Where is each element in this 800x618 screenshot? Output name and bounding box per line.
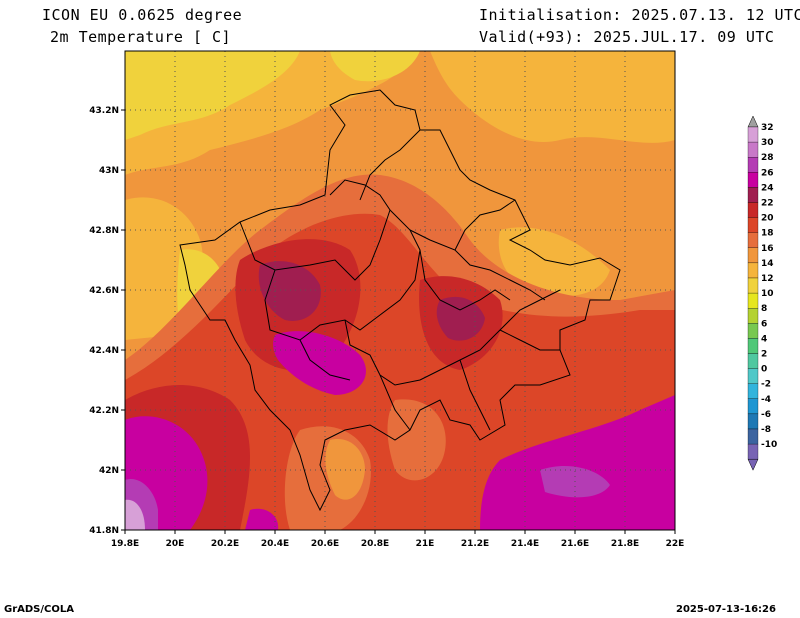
x-tick-label: 20.2E	[211, 539, 239, 549]
colorbar-swatch	[747, 126, 759, 143]
x-tick-label: 21.4E	[511, 539, 539, 549]
colorbar-label: 0	[761, 365, 767, 375]
colorbar-label: 10	[761, 289, 774, 299]
colorbar-swatch	[747, 141, 759, 158]
colorbar-swatch	[747, 172, 759, 188]
y-tick-label: 43N	[99, 166, 119, 176]
colorbar-label: 22	[761, 199, 774, 209]
initialisation-time: Initialisation: 2025.07.13. 12 UTC	[479, 6, 800, 24]
y-tick-label: 42.8N	[89, 226, 119, 236]
x-tick-label: 20.6E	[311, 539, 339, 549]
software-credit: GrADS/COLA	[4, 604, 74, 615]
colorbar-swatch	[747, 292, 759, 309]
colorbar-swatch	[747, 247, 759, 264]
colorbar-label: 12	[761, 274, 774, 284]
x-tick-label: 21.8E	[611, 539, 639, 549]
colorbar-label: 4	[761, 334, 767, 344]
x-tick-label: 19.8E	[111, 539, 139, 549]
colorbar-label: -6	[761, 410, 771, 420]
colorbar-swatch	[747, 383, 759, 399]
colorbar-swatch	[747, 308, 759, 324]
colorbar-swatch	[747, 232, 759, 248]
colorbar-label: -4	[761, 395, 771, 405]
x-tick-label: 21.2E	[461, 539, 489, 549]
map-title: ICON EU 0.0625 degree	[42, 6, 243, 24]
colorbar-swatch	[747, 262, 759, 279]
y-tick-label: 43.2N	[89, 106, 119, 116]
colorbar-label: 18	[761, 229, 774, 239]
colorbar-swatch	[747, 428, 759, 445]
colorbar-swatch	[747, 338, 759, 354]
colorbar-swatch	[747, 157, 759, 173]
colorbar-label: -10	[761, 440, 777, 450]
colorbar-swatch	[747, 413, 759, 430]
colorbar-label: 20	[761, 214, 774, 224]
colorbar-swatch	[747, 398, 759, 415]
colorbar-label: 6	[761, 319, 767, 329]
colorbar-swatch	[747, 443, 759, 460]
x-tick-label: 20.4E	[261, 539, 289, 549]
colorbar-swatch	[747, 217, 759, 233]
x-tick-label: 20E	[166, 539, 185, 549]
axis-ticks	[121, 109, 676, 534]
colorbar-swatch	[747, 187, 759, 203]
variable-title: 2m Temperature [ C]	[50, 28, 232, 46]
colorbar-swatch	[747, 353, 759, 369]
x-tick-label: 22E	[666, 539, 685, 549]
colorbar-min-arrow	[747, 458, 759, 471]
colorbar-label: 30	[761, 138, 774, 148]
colorbar-label: -8	[761, 425, 771, 435]
colorbar-label: -2	[761, 380, 771, 390]
colorbar-swatch	[747, 323, 759, 339]
y-tick-label: 42N	[99, 466, 119, 476]
x-tick-label: 21E	[416, 539, 435, 549]
colorbar-swatch	[747, 202, 759, 218]
valid-time: Valid(+93): 2025.JUL.17. 09 UTC	[479, 28, 775, 46]
country-borders	[179, 89, 621, 512]
render-timestamp: 2025-07-13-16:26	[676, 604, 776, 615]
colorbar-label: 2	[761, 350, 767, 360]
colorbar-label: 28	[761, 153, 774, 163]
colorbar-label: 8	[761, 304, 767, 314]
colorbar-label: 14	[761, 259, 774, 269]
x-axis-labels: 19.8E 20E 20.2E 20.4E 20.6E 20.8E 21E 21…	[111, 539, 685, 549]
y-tick-label: 42.4N	[89, 346, 119, 356]
colorbar-max-arrow	[747, 115, 759, 128]
colorbar-label: 24	[761, 183, 774, 193]
colorbar-label: 16	[761, 244, 774, 254]
colorbar-label: 26	[761, 168, 774, 178]
y-axis-labels: 43.2N 43N 42.8N 42.6N 42.4N 42.2N 42N 41…	[89, 106, 119, 536]
y-tick-label: 42.2N	[89, 406, 119, 416]
x-tick-label: 21.6E	[561, 539, 589, 549]
y-tick-label: 41.8N	[89, 526, 119, 536]
colorbar-label: 32	[761, 123, 774, 133]
colorbar-swatch	[747, 277, 759, 294]
y-tick-label: 42.6N	[89, 286, 119, 296]
x-tick-label: 20.8E	[361, 539, 389, 549]
colorbar-swatch	[747, 368, 759, 384]
lat-lon-grid	[125, 51, 675, 530]
